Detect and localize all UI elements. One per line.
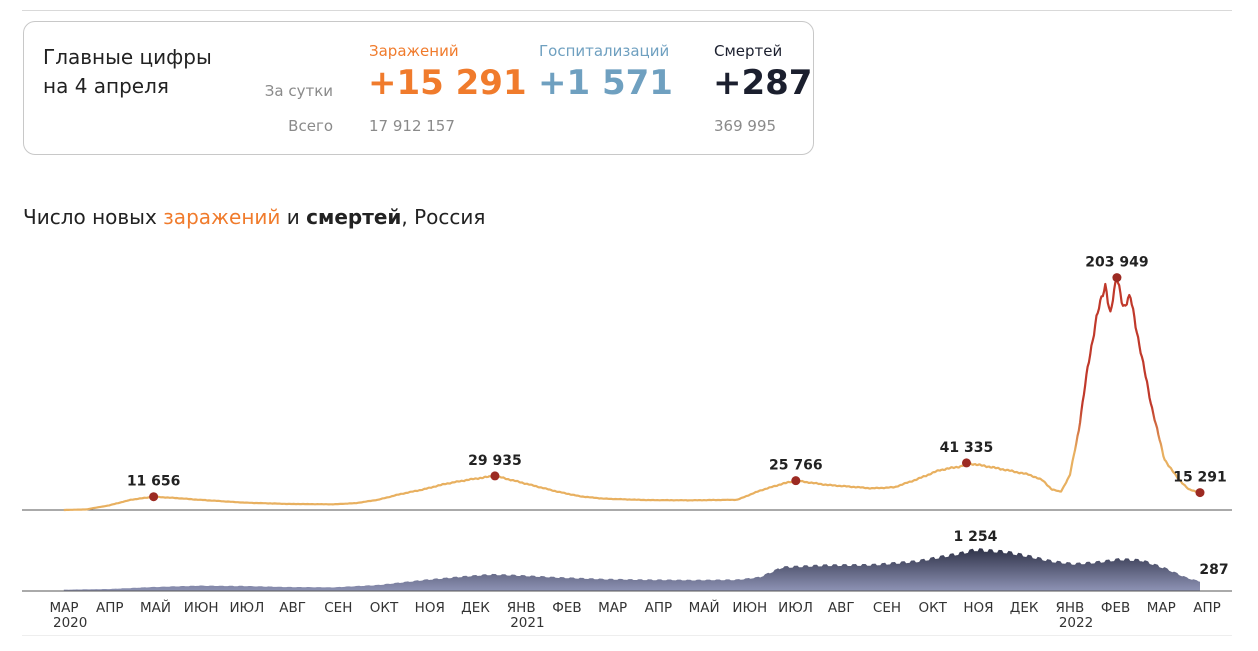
cases-peak-marker (961, 458, 971, 468)
chart-title-part5: , Россия (401, 205, 486, 229)
cases-peak-label: 29 935 (468, 453, 522, 469)
chart-title: Число новых заражений и смертей, Россия (23, 205, 485, 229)
deaths-peak-label: 1 254 (954, 529, 998, 545)
cases-peak-label: 25 766 (769, 458, 823, 474)
cases-peak-marker (1112, 273, 1122, 283)
summary-title: Главные цифры на 4 апреля (43, 43, 212, 101)
x-tick-label: ИЮЛ (229, 600, 264, 616)
row-label-total: Всего (288, 117, 333, 135)
deaths-series (22, 548, 1232, 592)
x-tick-label: МАЙ (140, 598, 171, 616)
x-tick-year: 2020 (53, 615, 87, 631)
cases-peak-label: 41 335 (940, 440, 994, 456)
x-tick-label: ЯНВ (1055, 600, 1084, 616)
cases-peak-label: 203 949 (1085, 255, 1148, 271)
deaths-total-value: 369 995 (714, 117, 777, 135)
deaths-label: Смертей (714, 42, 783, 60)
cases-peak-label: 11 656 (127, 474, 181, 490)
bottom-divider (22, 635, 1232, 636)
x-tick-label: ЯНВ (507, 600, 536, 616)
hospitalizations-daily-value: +1 571 (538, 63, 673, 103)
chart-title-part1: Число новых (23, 205, 164, 229)
x-tick-label: АПР (645, 600, 673, 616)
infections-label: Заражений (369, 42, 459, 60)
x-tick-label: АПР (96, 600, 124, 616)
x-tick-label: ИЮН (732, 600, 767, 616)
x-tick-year: 2022 (1059, 615, 1093, 631)
cases-peak-marker (1195, 488, 1205, 498)
x-tick-label: СЕН (324, 600, 352, 616)
cases-series (22, 278, 1232, 512)
x-tick-label: СЕН (873, 600, 901, 616)
data-labels: 11 656 29 935 25 766 41 335 203 949 15 291 1 2… (127, 255, 1229, 579)
x-tick-label: АПР (1193, 600, 1221, 616)
x-tick-label: ДЕК (461, 600, 490, 616)
x-tick-label: АВГ (279, 600, 306, 616)
cases-line (63, 278, 1201, 512)
x-tick-year: 2021 (510, 615, 544, 631)
summary-card: Главные цифры на 4 апреля За сутки Всего… (23, 21, 814, 155)
x-tick-label: МАР (598, 600, 627, 616)
deaths-area (63, 548, 1200, 591)
x-tick-label: ОКТ (918, 600, 947, 616)
cases-peak-marker (490, 471, 500, 481)
cases-peak-label: 15 291 (1173, 470, 1227, 486)
chart-title-deaths: смертей (306, 205, 402, 229)
x-tick-label: НОЯ (415, 600, 445, 616)
x-tick-label: ОКТ (370, 600, 399, 616)
cases-peak-marker (791, 476, 801, 486)
cases-peak-marker (149, 492, 159, 502)
x-tick-label: АВГ (828, 600, 855, 616)
row-label-daily: За сутки (264, 82, 333, 100)
chart-title-part3: и (280, 205, 307, 229)
x-tick-label: ФЕВ (552, 600, 581, 616)
x-tick-label: ИЮН (184, 600, 219, 616)
chart-title-infections: заражений (163, 205, 281, 229)
deaths-daily-value: +287 (713, 63, 813, 103)
deaths-peak-label: 287 (1199, 562, 1228, 578)
x-tick-label: МАР (1147, 600, 1176, 616)
infections-daily-value: +15 291 (368, 63, 527, 103)
infections-total-value: 17 912 157 (369, 117, 455, 135)
summary-title-line2: на 4 апреля (43, 74, 169, 98)
x-tick-label: ИЮЛ (778, 600, 813, 616)
x-tick-label: ДЕК (1010, 600, 1039, 616)
summary-title-line1: Главные цифры (43, 45, 212, 69)
x-tick-label: НОЯ (963, 600, 993, 616)
x-tick-label: МАР (49, 600, 78, 616)
top-divider (22, 10, 1232, 11)
x-tick-label: МАЙ (689, 598, 720, 616)
hospitalizations-label: Госпитализаций (539, 42, 670, 60)
x-tick-label: ФЕВ (1101, 600, 1130, 616)
